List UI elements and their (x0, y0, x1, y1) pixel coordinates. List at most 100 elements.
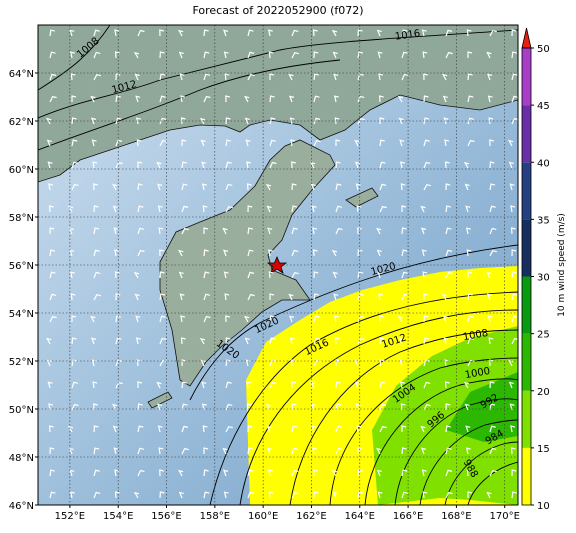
wind-barb (291, 52, 299, 59)
wind-barb (291, 272, 299, 279)
wind-barb (398, 117, 404, 125)
wind-barb (313, 117, 321, 125)
wind-barb (137, 403, 143, 411)
wind-barb (201, 381, 207, 389)
wind-barb (313, 271, 319, 279)
wind-barb (335, 227, 343, 235)
wind-barb (508, 359, 514, 367)
wind-barb (71, 337, 77, 345)
wind-barb (489, 30, 497, 37)
wind-barb (511, 29, 517, 37)
wind-barb (445, 271, 453, 279)
wind-barb (156, 161, 162, 169)
wind-barb (93, 205, 99, 213)
wind-barb (247, 293, 255, 301)
wind-barb (269, 117, 276, 125)
wind-barb (379, 425, 387, 433)
wind-barb (354, 161, 361, 169)
wind-barb (444, 381, 450, 389)
wind-barb (401, 469, 408, 477)
wind-area (446, 372, 518, 442)
wind-barb (67, 205, 74, 213)
wind-barb (401, 73, 409, 81)
wind-barb (357, 95, 365, 103)
wind-barb (489, 205, 496, 213)
wind-barb (225, 337, 231, 345)
wind-barb (401, 491, 408, 499)
wind-barb (357, 29, 363, 37)
wind-barb (200, 139, 206, 147)
wind-barb (93, 227, 100, 235)
wind-barb (289, 337, 295, 345)
wind-barb (225, 161, 232, 169)
x-tick-label: 166°E (393, 511, 423, 522)
wind-barb (93, 425, 99, 433)
wind-barb (69, 29, 75, 37)
wind-barb (49, 29, 55, 37)
wind-barb (465, 425, 471, 433)
colorbar-tick-label: 10 (537, 501, 550, 512)
wind-barb (269, 73, 275, 80)
wind-barb (357, 249, 363, 257)
wind-barb (115, 337, 122, 345)
colorbar-tick-label: 35 (537, 215, 550, 226)
wind-barb (445, 205, 451, 213)
wind-barb (397, 315, 404, 323)
wind-barb (466, 249, 472, 257)
wind-barb (247, 469, 254, 477)
wind-barb (265, 183, 272, 191)
wind-barb (464, 403, 470, 411)
wind-barb (467, 293, 473, 301)
wind-barb (268, 271, 274, 279)
wind-barb (222, 227, 228, 235)
wind-barb (137, 381, 143, 388)
wind-barb (464, 183, 470, 191)
wind-barbs (46, 29, 518, 499)
wind-barb (332, 51, 338, 59)
wind-barb (224, 73, 230, 81)
wind-barb (159, 29, 164, 37)
wind-barb (137, 161, 143, 168)
wind-barb (71, 183, 79, 191)
wind-barb (269, 95, 275, 103)
wind-barb (465, 227, 471, 235)
wind-barb (488, 117, 494, 125)
wind-barb (313, 139, 321, 147)
wind-barb (203, 73, 210, 81)
wind-barb (267, 227, 273, 235)
wind-barb (401, 29, 408, 37)
wind-barb (137, 447, 144, 455)
wind-barb (113, 447, 119, 455)
wind-barb (445, 447, 452, 455)
wind-barb (379, 381, 386, 389)
wind-barb (159, 51, 165, 59)
wind-barb (222, 469, 229, 477)
wind-barb (420, 205, 426, 213)
wind-barb (445, 249, 453, 257)
wind-barb (310, 183, 316, 191)
wind-barb (203, 315, 211, 323)
wind-barb (291, 183, 297, 191)
wind-barb (444, 161, 450, 169)
wind-barb (90, 95, 96, 103)
wind-barb (291, 492, 299, 499)
wind-barb (357, 338, 365, 345)
wind-barb (135, 95, 141, 103)
wind-barb (268, 51, 274, 59)
x-tick-label: 168°E (441, 511, 471, 522)
wind-barb (378, 293, 384, 301)
wind-barb (158, 447, 164, 455)
wind-barb (247, 29, 254, 37)
wind-barb (225, 403, 233, 411)
wind-barb (487, 95, 493, 103)
wind-barb (489, 470, 497, 477)
wind-barb (291, 29, 299, 37)
wind-barb (443, 117, 449, 125)
wind-barb (159, 249, 164, 257)
colorbar-segment (522, 333, 531, 391)
wind-barb (114, 51, 120, 59)
wind-barb (203, 227, 209, 234)
wind-barb (508, 139, 514, 147)
wind-barb (247, 491, 255, 499)
wind-barb (93, 249, 100, 257)
